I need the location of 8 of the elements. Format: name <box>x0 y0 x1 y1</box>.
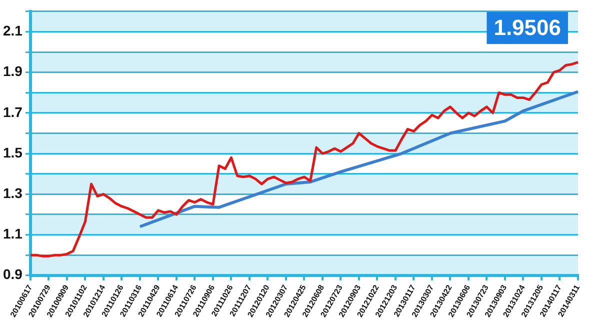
y-tick-label: 0.9 <box>2 266 23 282</box>
y-tick-label: 1.7 <box>2 104 23 120</box>
y-tick-label: 1.5 <box>2 144 23 160</box>
y-tick-label: 1.9 <box>2 63 23 80</box>
annotation: 1.9506 <box>494 15 562 40</box>
y-tick-label: 2.1 <box>2 22 23 39</box>
y-tick-label: 1.1 <box>2 226 23 242</box>
y-tick-label: 1.3 <box>2 185 23 202</box>
